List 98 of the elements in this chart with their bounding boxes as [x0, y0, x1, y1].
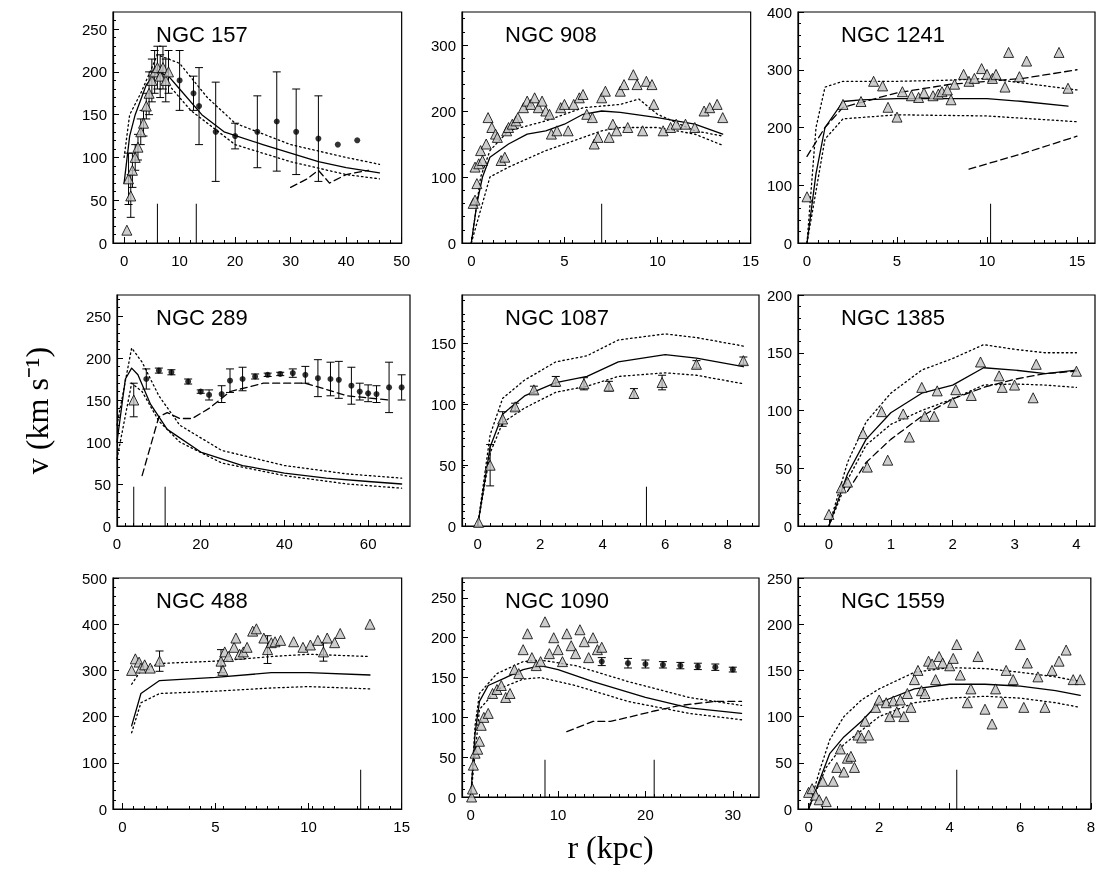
- chart-title: NGC 157: [156, 21, 248, 47]
- x-tick-label: 2: [874, 818, 884, 835]
- chart-title: NGC 908: [505, 21, 597, 47]
- y-tick-label: 0: [447, 517, 456, 535]
- y-tick-label: 150: [430, 669, 456, 687]
- y-tick-label: 400: [81, 615, 107, 633]
- x-tick-label: 10: [171, 252, 188, 269]
- y-tick-label: 400: [766, 3, 792, 21]
- y-tick-label: 100: [766, 402, 792, 419]
- y-tick-label: 500: [81, 569, 107, 587]
- chart-title: NGC 1090: [505, 587, 609, 613]
- x-tick-label: 4: [598, 535, 607, 552]
- y-tick-label: 150: [81, 106, 107, 124]
- y-tick-label: 100: [430, 708, 456, 726]
- x-tick-label: 5: [892, 252, 902, 269]
- text: NGC 1087: [505, 304, 609, 330]
- chart-title: NGC 289: [156, 304, 248, 330]
- x-tick-label: 20: [637, 806, 654, 823]
- x-tick-label: 4: [1072, 535, 1081, 552]
- x-tick-label: 50: [393, 252, 410, 269]
- y-tick-label: 50: [775, 754, 792, 772]
- x-tick-label: 5: [560, 252, 569, 269]
- x-tick-label: 0: [118, 818, 127, 835]
- y-tick-label: 100: [81, 148, 107, 166]
- y-tick-label: 200: [81, 63, 107, 81]
- x-tick-label: 8: [1086, 818, 1095, 835]
- y-tick-label: 100: [85, 433, 111, 451]
- y-tick-label: 100: [766, 176, 792, 194]
- y-tick-label: 0: [447, 788, 456, 806]
- y-tick-label: 300: [766, 61, 792, 79]
- y-tick-label: 200: [85, 349, 111, 367]
- x-tick-label: 8: [723, 535, 732, 552]
- y-tick-label: 250: [85, 307, 111, 325]
- x-tick-label: 60: [359, 535, 377, 552]
- y-tick-label: 50: [439, 748, 456, 766]
- y-tick-label: 300: [430, 36, 456, 54]
- x-tick-label: 1: [886, 535, 895, 552]
- x-tick-label: 15: [1068, 252, 1086, 269]
- y-tick-label: 100: [430, 168, 456, 186]
- x-tick-label: 6: [1016, 818, 1025, 835]
- x-tick-label: 5: [211, 818, 220, 835]
- x-tick-label: 30: [282, 252, 299, 269]
- x-tick-label: 6: [661, 535, 670, 552]
- y-tick-label: 200: [766, 119, 792, 136]
- x-tick-label: 0: [112, 535, 122, 552]
- x-tick-label: 0: [473, 535, 482, 552]
- y-tick-label: 200: [430, 102, 456, 120]
- y-tick-label: 150: [430, 335, 456, 353]
- y-tick-label: 0: [98, 234, 107, 252]
- chart-title: NGC 1241: [841, 21, 945, 47]
- x-tick-label: 2: [535, 535, 545, 552]
- x-tick-label: 0: [804, 818, 813, 835]
- chart-title: NGC 1559: [841, 587, 945, 613]
- y-tick-label: 200: [81, 708, 107, 726]
- x-tick-label: 0: [467, 252, 476, 269]
- y-tick-label: 50: [439, 456, 456, 474]
- x-tick-label: 20: [226, 252, 244, 269]
- x-tick-label: 10: [300, 818, 317, 835]
- x-tick-label: 10: [978, 252, 996, 269]
- x-tick-label: 10: [649, 252, 666, 269]
- y-tick-label: 300: [81, 661, 107, 679]
- y-tick-label: 0: [447, 234, 456, 252]
- y-tick-label: 0: [783, 234, 792, 252]
- x-tick-label: 40: [337, 252, 355, 269]
- y-tick-label: 250: [81, 20, 107, 38]
- x-tick-label: 10: [549, 806, 567, 823]
- x-tick-label: 0: [466, 806, 475, 823]
- x-tick-label: 15: [742, 252, 759, 269]
- y-tick-label: 100: [81, 754, 107, 772]
- x-tick-label: 0: [119, 252, 129, 269]
- x-tick-label: 0: [802, 252, 812, 269]
- y-tick-label: 150: [85, 391, 111, 409]
- y-tick-label: 0: [102, 517, 111, 535]
- y-tick-label: 100: [430, 395, 456, 413]
- y-tick-label: 200: [430, 629, 456, 647]
- y-tick-label: 150: [766, 344, 792, 362]
- x-tick-label: 0: [824, 535, 834, 552]
- y-tick-label: 250: [766, 569, 792, 587]
- x-axis-title: r (kpc): [567, 829, 654, 865]
- y-tick-label: 200: [766, 615, 792, 633]
- y-tick-label: 150: [766, 661, 792, 679]
- y-axis-title: v (km s⁻¹): [19, 346, 55, 475]
- y-tick-label: 250: [430, 589, 456, 607]
- x-tick-label: 30: [724, 806, 742, 823]
- x-tick-label: 15: [393, 818, 410, 835]
- x-tick-label: 3: [1010, 535, 1019, 552]
- y-tick-label: 50: [775, 459, 792, 477]
- y-tick-label: 0: [783, 517, 792, 535]
- chart-title: NGC 1385: [841, 304, 945, 330]
- x-tick-label: 20: [192, 535, 210, 552]
- y-tick-label: 50: [94, 475, 111, 493]
- chart-title: NGC 488: [156, 587, 248, 613]
- x-tick-label: 40: [276, 535, 293, 552]
- x-tick-label: 4: [945, 818, 954, 835]
- y-tick-label: 200: [766, 286, 792, 304]
- y-tick-label: 50: [90, 191, 107, 209]
- y-tick-label: 100: [766, 708, 792, 726]
- x-tick-label: 2: [948, 535, 957, 552]
